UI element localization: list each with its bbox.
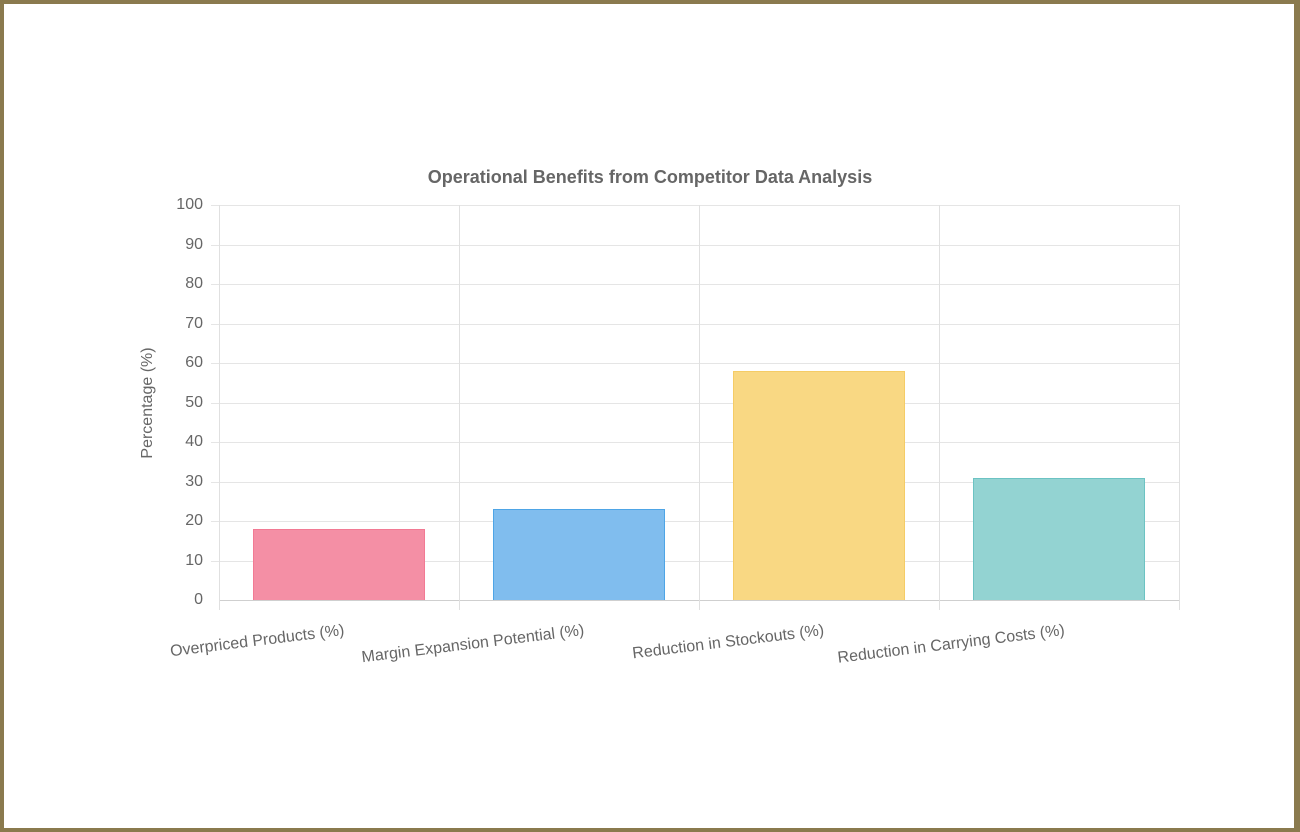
- y-tick-label: 0: [194, 591, 203, 608]
- y-tick-label: 60: [185, 354, 203, 371]
- gridline-horizontal: [211, 284, 1179, 285]
- gridline-horizontal: [211, 244, 1179, 246]
- y-tick-label: 10: [185, 551, 203, 569]
- y-tick-label: 90: [185, 235, 203, 253]
- gridline-horizontal: [211, 481, 1179, 483]
- y-tick-label: 20: [185, 512, 203, 529]
- gridline-horizontal: [211, 323, 1179, 325]
- y-tick-label: 50: [185, 393, 203, 411]
- plot-area: [211, 205, 1180, 610]
- y-tick-label: 100: [176, 196, 203, 213]
- gridline-vertical: [1179, 205, 1180, 610]
- gridline-vertical: [219, 205, 220, 610]
- gridline-vertical: [699, 205, 700, 610]
- gridline-horizontal: [211, 363, 1179, 364]
- chart-title: Operational Benefits from Competitor Dat…: [427, 167, 873, 187]
- y-tick-label: 80: [185, 275, 203, 292]
- y-tick-label: 40: [185, 433, 203, 450]
- gridline-vertical: [459, 205, 460, 610]
- bar-4[interactable]: [972, 477, 1146, 600]
- gridline-horizontal: [211, 560, 1179, 562]
- bar-2[interactable]: [492, 509, 666, 600]
- gridline-vertical: [939, 205, 940, 610]
- bar-1[interactable]: [252, 528, 426, 600]
- gridline-horizontal: [211, 442, 1179, 443]
- gridline-horizontal: [211, 205, 1179, 206]
- bar-3[interactable]: [732, 370, 906, 600]
- y-tick-label: 70: [185, 314, 203, 332]
- gridline-horizontal: [211, 402, 1179, 404]
- y-tick-label: 30: [185, 472, 203, 490]
- gridline-horizontal: [211, 521, 1179, 522]
